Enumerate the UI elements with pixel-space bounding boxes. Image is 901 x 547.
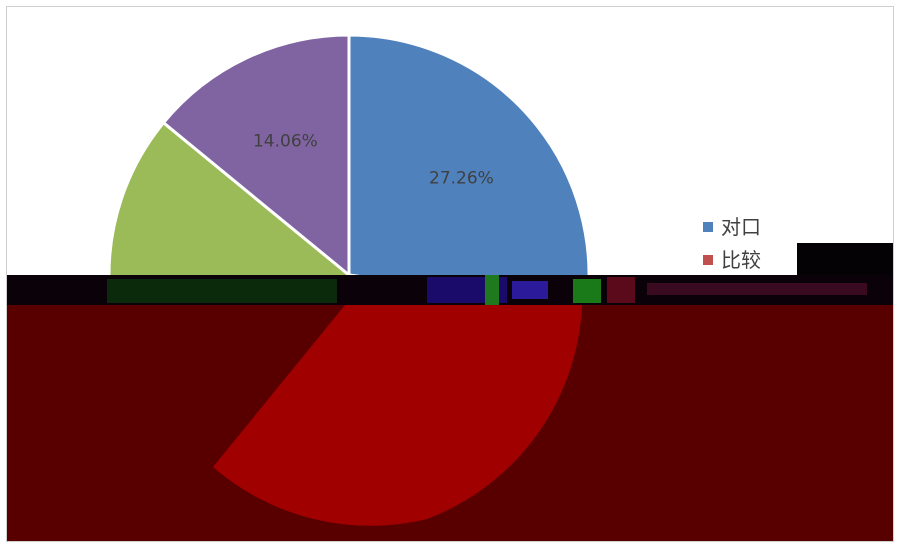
legend-label-1: 对口 — [721, 215, 761, 239]
chart-frame: 27.26% 14.06% 对口比较 — [6, 6, 894, 542]
legend-swatch-2 — [703, 255, 713, 265]
pie-slice-1 — [347, 33, 591, 311]
pie-slice-4 — [161, 33, 351, 279]
slice-labels: 27.26% 14.06% — [253, 131, 494, 188]
legend-label-2: 比较 — [721, 248, 761, 272]
corrupted-region-right — [797, 243, 893, 275]
slice-data-label-4: 14.06% — [253, 131, 318, 151]
corrupted-red-wedge — [213, 305, 582, 526]
legend-swatch-1 — [703, 222, 713, 232]
slice-data-label-1: 27.26% — [429, 169, 494, 189]
corrupted-region-band — [7, 275, 893, 305]
corrupted-region-lower — [7, 305, 893, 541]
